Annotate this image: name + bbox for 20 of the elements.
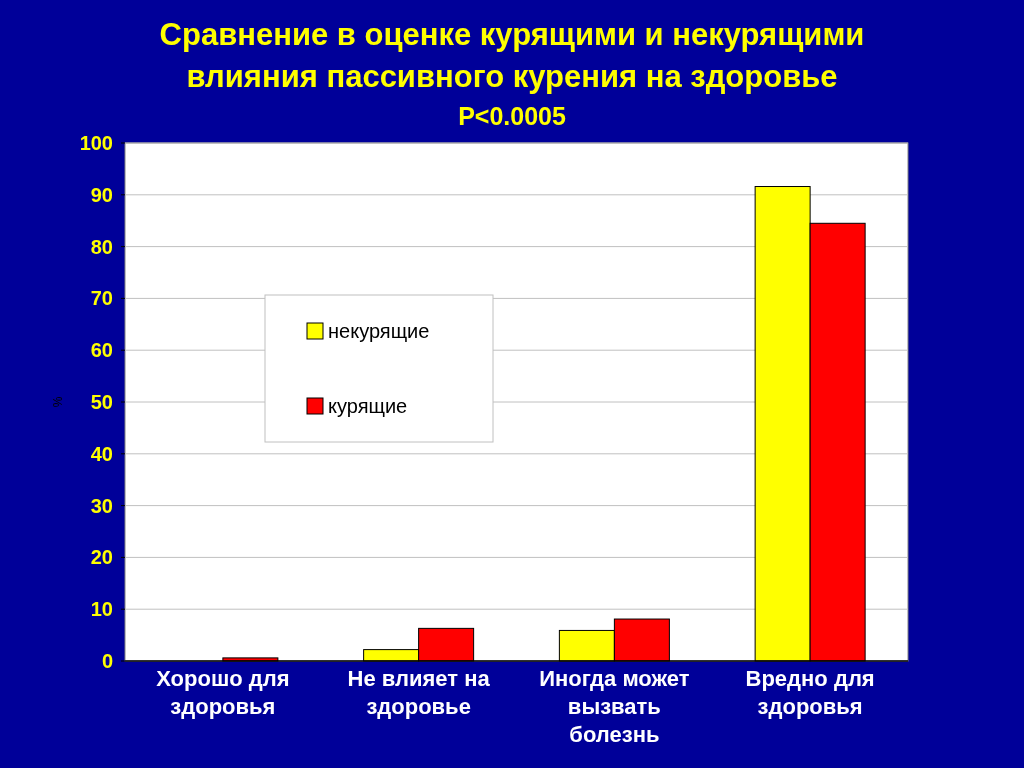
chart-subtitle: P<0.0005 [458, 102, 566, 130]
y-tick-label: 70 [90, 287, 113, 310]
y-tick-label: 60 [90, 339, 113, 362]
x-tick-label: Вредно для здоровья [745, 666, 875, 719]
legend-label: некурящие [328, 320, 430, 342]
y-tick-label: 20 [90, 546, 113, 569]
y-tick-label: 50 [90, 391, 113, 413]
y-tick-label: 100 [79, 132, 113, 154]
x-tick-label: Не влияет на здоровье [347, 666, 491, 719]
y-tick-label: 10 [90, 598, 113, 621]
y-tick-label: 0 [101, 650, 113, 672]
y-axis-title: % [51, 396, 65, 408]
y-tick-label: 90 [90, 183, 113, 206]
legend-label: курящие [328, 395, 408, 417]
y-tick-label: 80 [90, 235, 113, 258]
y-tick-label: 30 [90, 494, 113, 517]
y-tick-label: 40 [90, 442, 113, 465]
x-tick-label: Иногда может вызвать болезнь [539, 666, 690, 747]
x-tick-label: Хорошо для здоровья [156, 666, 290, 719]
chart-title: Сравнение в оценке курящими и некурящими влияния пассивного курения на здоровье [159, 17, 865, 94]
